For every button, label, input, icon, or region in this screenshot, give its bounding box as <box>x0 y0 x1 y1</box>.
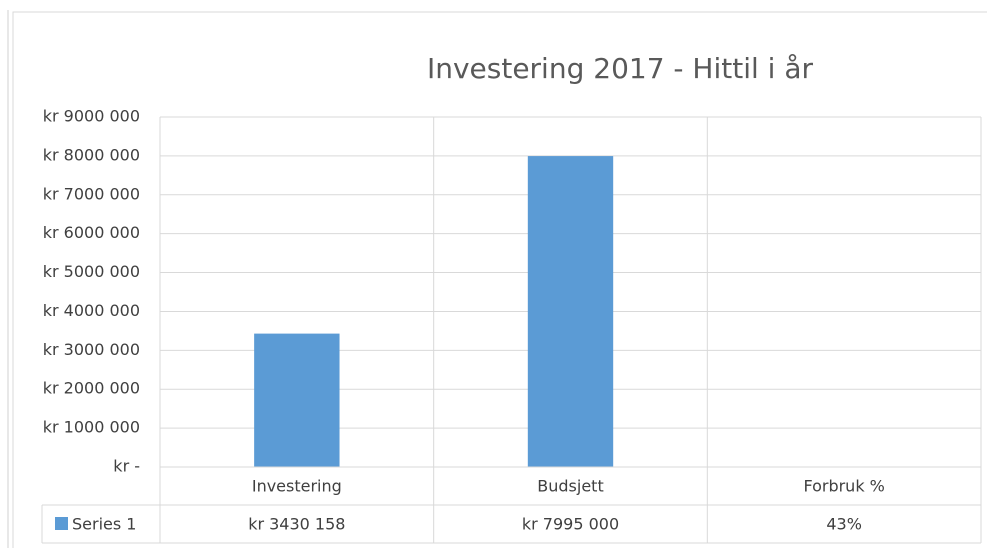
y-tick-label: kr 2000 000 <box>43 379 140 398</box>
legend-key <box>55 517 68 530</box>
chart-area <box>12 11 987 548</box>
y-tick-label: kr 9000 000 <box>43 107 140 126</box>
y-tick-label: kr 3000 000 <box>43 340 140 359</box>
y-tick-label: kr 5000 000 <box>43 262 140 281</box>
y-tick-label: kr 4000 000 <box>43 301 140 320</box>
bar <box>527 156 614 468</box>
y-tick-label: kr 8000 000 <box>43 145 140 164</box>
x-tick-label: Forbruk % <box>803 477 884 496</box>
y-tick-label: kr 1000 000 <box>43 418 140 437</box>
legend-label: Series 1 <box>72 515 136 534</box>
bar <box>254 333 340 467</box>
y-tick-label: kr 6000 000 <box>43 223 140 242</box>
y-tick-label: kr 7000 000 <box>43 184 140 203</box>
x-tick-label: Budsjett <box>537 477 603 496</box>
x-tick-label: Investering <box>252 477 342 496</box>
table-value: kr 7995 000 <box>522 515 619 534</box>
table-value: 43% <box>826 515 862 534</box>
chart-title: Investering 2017 - Hittil i år <box>427 52 814 85</box>
y-tick-label: kr - <box>113 457 140 476</box>
table-value: kr 3430 158 <box>248 515 345 534</box>
